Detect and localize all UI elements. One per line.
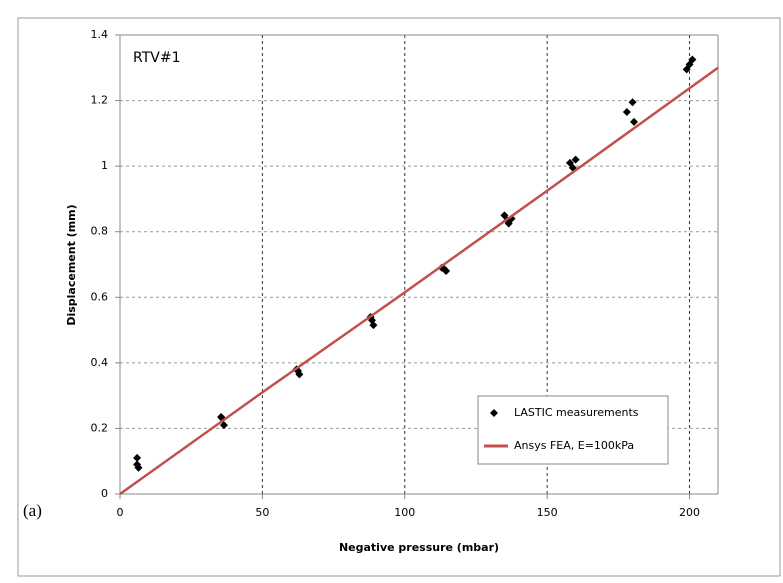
y-tick-label: 1.2 bbox=[91, 94, 109, 107]
y-tick-label: 0.4 bbox=[91, 356, 109, 369]
data-point bbox=[133, 453, 142, 462]
x-tick-label: 100 bbox=[394, 506, 415, 519]
annotation: RTV#1 bbox=[133, 50, 180, 66]
data-point bbox=[622, 108, 631, 117]
data-point bbox=[442, 267, 451, 276]
x-tick-label: 0 bbox=[117, 506, 124, 519]
y-tick-label: 1 bbox=[101, 159, 108, 172]
data-point bbox=[628, 98, 637, 107]
legend-label: Ansys FEA, E=100kPa bbox=[514, 439, 634, 452]
y-tick-label: 0.2 bbox=[91, 421, 109, 434]
chart-frame bbox=[17, 17, 781, 577]
x-axis-label: Negative pressure (mbar) bbox=[339, 541, 499, 554]
y-tick-label: 0.8 bbox=[91, 225, 109, 238]
x-tick-label: 150 bbox=[537, 506, 558, 519]
legend-label: LASTIC measurements bbox=[514, 406, 639, 419]
y-axis-label: Displacement (mm) bbox=[65, 204, 78, 325]
panel-label: (a) bbox=[23, 501, 42, 520]
legend-box bbox=[477, 395, 669, 465]
fit-line bbox=[119, 66, 719, 496]
y-tick-label: 1.4 bbox=[91, 28, 109, 41]
data-point bbox=[629, 117, 638, 126]
y-tick-label: 0.6 bbox=[91, 290, 109, 303]
data-point bbox=[369, 321, 378, 330]
x-tick-label: 200 bbox=[679, 506, 700, 519]
x-tick-label: 50 bbox=[255, 506, 269, 519]
legend-symbol bbox=[490, 409, 498, 417]
data-point bbox=[295, 370, 304, 379]
data-point bbox=[688, 55, 697, 64]
data-point bbox=[134, 463, 143, 472]
y-tick-label: 0 bbox=[101, 487, 108, 500]
data-point bbox=[571, 155, 580, 164]
data-point bbox=[219, 421, 228, 430]
